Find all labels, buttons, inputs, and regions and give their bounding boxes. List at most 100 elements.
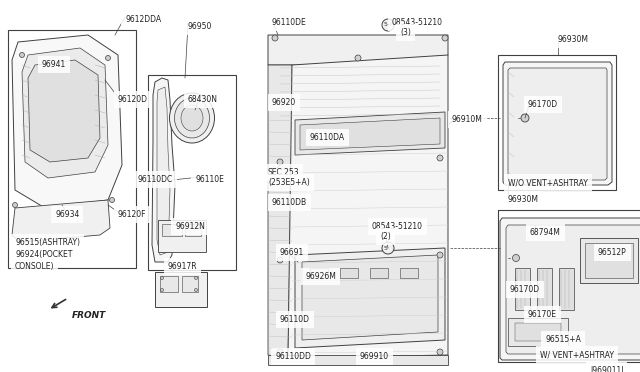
Text: 96110DE: 96110DE xyxy=(272,18,307,27)
Circle shape xyxy=(161,289,163,292)
Text: 96515+A: 96515+A xyxy=(545,335,581,344)
Text: 96910M: 96910M xyxy=(452,115,483,124)
Polygon shape xyxy=(288,55,448,358)
Text: 96930M: 96930M xyxy=(558,35,589,44)
Circle shape xyxy=(195,276,198,279)
Text: 96920: 96920 xyxy=(272,98,296,107)
Circle shape xyxy=(195,289,198,292)
Text: (3): (3) xyxy=(400,28,411,37)
Bar xyxy=(310,268,328,278)
Circle shape xyxy=(106,55,111,61)
Polygon shape xyxy=(28,60,100,162)
Bar xyxy=(400,268,418,278)
Bar xyxy=(185,224,201,236)
Text: 96950: 96950 xyxy=(188,22,212,31)
Text: J969011J: J969011J xyxy=(590,366,623,372)
Polygon shape xyxy=(152,78,175,262)
Text: 96515(ASHTRAY): 96515(ASHTRAY) xyxy=(15,238,80,247)
Circle shape xyxy=(277,257,283,263)
Polygon shape xyxy=(278,74,438,110)
Text: 96110DA: 96110DA xyxy=(310,133,345,142)
Ellipse shape xyxy=(170,93,214,143)
Circle shape xyxy=(437,155,443,161)
Text: 969910: 969910 xyxy=(360,352,389,361)
Polygon shape xyxy=(295,112,445,155)
Text: 96120F: 96120F xyxy=(118,210,147,219)
Text: 08543-51210: 08543-51210 xyxy=(372,222,423,231)
Text: 5: 5 xyxy=(383,22,387,28)
Circle shape xyxy=(109,198,115,202)
Polygon shape xyxy=(12,200,110,242)
Bar xyxy=(580,238,638,283)
Bar xyxy=(585,243,633,278)
Text: 9612DDA: 9612DDA xyxy=(125,15,161,24)
Text: 96926M: 96926M xyxy=(305,272,336,281)
Polygon shape xyxy=(272,68,445,115)
Bar xyxy=(559,268,574,310)
Bar xyxy=(155,272,207,307)
Text: 96170E: 96170E xyxy=(528,310,557,319)
Text: (2): (2) xyxy=(380,232,391,241)
Ellipse shape xyxy=(181,105,203,131)
Bar xyxy=(8,30,136,268)
Circle shape xyxy=(355,55,361,61)
Bar xyxy=(158,220,206,252)
Bar xyxy=(340,268,358,278)
Polygon shape xyxy=(268,65,292,358)
Text: 96110DB: 96110DB xyxy=(272,198,307,207)
Text: 96110DC: 96110DC xyxy=(138,175,173,184)
Text: 68430N: 68430N xyxy=(188,95,218,104)
Text: 96917R: 96917R xyxy=(168,262,198,271)
Bar xyxy=(498,55,616,190)
Circle shape xyxy=(272,35,278,41)
Text: 96512P: 96512P xyxy=(598,248,627,257)
Text: W/O VENT+ASHTRAY: W/O VENT+ASHTRAY xyxy=(508,178,588,187)
Polygon shape xyxy=(22,48,108,178)
Polygon shape xyxy=(500,218,640,360)
Bar xyxy=(160,276,178,292)
Text: 68794M: 68794M xyxy=(530,228,561,237)
Bar xyxy=(498,210,640,362)
Polygon shape xyxy=(503,62,612,185)
Text: SEC.253: SEC.253 xyxy=(268,168,300,177)
Circle shape xyxy=(382,242,394,254)
Polygon shape xyxy=(268,355,448,365)
Ellipse shape xyxy=(175,98,209,138)
Polygon shape xyxy=(506,225,640,354)
Text: CONSOLE): CONSOLE) xyxy=(15,262,54,271)
Text: 96110E: 96110E xyxy=(195,175,224,184)
Text: 96170D: 96170D xyxy=(510,285,540,294)
Bar xyxy=(508,318,568,346)
Text: 96691: 96691 xyxy=(280,248,304,257)
Circle shape xyxy=(277,159,283,165)
Text: 96941: 96941 xyxy=(42,60,67,69)
Bar xyxy=(537,268,552,310)
Bar xyxy=(148,75,236,270)
Bar xyxy=(515,323,561,341)
Text: 96170D: 96170D xyxy=(528,100,558,109)
Polygon shape xyxy=(300,118,440,150)
Text: 96110D: 96110D xyxy=(280,315,310,324)
Polygon shape xyxy=(12,35,122,208)
Text: 96924(POCKET: 96924(POCKET xyxy=(15,250,72,259)
Text: (253E5+A): (253E5+A) xyxy=(268,178,310,187)
Text: 96120D: 96120D xyxy=(118,95,148,104)
Circle shape xyxy=(277,349,283,355)
Circle shape xyxy=(382,19,394,31)
Text: 96110DD: 96110DD xyxy=(275,352,311,361)
Text: FRONT: FRONT xyxy=(72,311,106,321)
Text: 96934: 96934 xyxy=(55,210,79,219)
Polygon shape xyxy=(508,68,607,180)
Bar xyxy=(370,268,388,278)
Bar xyxy=(515,268,530,310)
Text: W/ VENT+ASHTRAY: W/ VENT+ASHTRAY xyxy=(540,350,614,359)
Circle shape xyxy=(521,114,529,122)
Text: 96912N: 96912N xyxy=(175,222,205,231)
Circle shape xyxy=(13,202,17,208)
Bar xyxy=(182,276,198,292)
Text: 5: 5 xyxy=(383,246,387,250)
Polygon shape xyxy=(268,35,448,65)
Bar xyxy=(162,224,182,236)
Polygon shape xyxy=(157,87,170,255)
Text: 96930M: 96930M xyxy=(508,195,539,204)
